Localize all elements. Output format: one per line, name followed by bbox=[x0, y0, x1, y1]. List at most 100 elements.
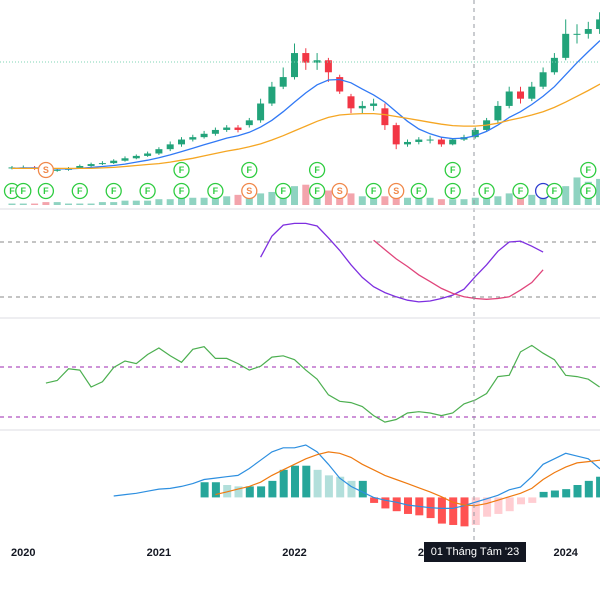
volume-bar bbox=[483, 197, 491, 205]
volume-bar bbox=[494, 196, 502, 205]
candle-body bbox=[132, 155, 140, 159]
volume-bar bbox=[245, 196, 253, 205]
candle-body bbox=[505, 91, 513, 106]
volume-bar bbox=[596, 178, 600, 205]
event-marker-f: F bbox=[241, 161, 258, 179]
candle-body bbox=[98, 163, 106, 165]
rsi-panel bbox=[0, 344, 600, 423]
marker-circle bbox=[37, 182, 55, 200]
marker-label: F bbox=[247, 165, 253, 175]
marker-label: F bbox=[586, 165, 592, 175]
candle-body bbox=[313, 60, 321, 63]
volume-bar bbox=[358, 196, 366, 205]
candle-body bbox=[53, 169, 61, 171]
candle-body bbox=[87, 164, 95, 166]
stoch-d-line bbox=[373, 239, 544, 300]
volume-bar bbox=[573, 177, 581, 205]
candle-body bbox=[404, 141, 411, 145]
marker-circle bbox=[275, 182, 292, 200]
event-marker-f: F bbox=[37, 182, 55, 200]
marker-circle bbox=[580, 161, 597, 179]
marker-circle bbox=[308, 182, 326, 200]
macd-histogram-bar bbox=[336, 476, 345, 498]
volume-bar bbox=[449, 199, 457, 205]
event-marker-f: F bbox=[139, 182, 156, 200]
macd-histogram-bar bbox=[437, 497, 446, 524]
event-marker-s: S bbox=[37, 161, 55, 179]
marker-label: F bbox=[43, 186, 49, 196]
candle-body bbox=[550, 57, 558, 73]
macd-histogram-bar bbox=[471, 497, 480, 525]
macd-histogram-bar bbox=[392, 497, 401, 512]
volume-bar bbox=[268, 191, 276, 205]
marker-circle bbox=[331, 182, 348, 200]
crosshair-date-label: 01 Tháng Tám '23 bbox=[424, 542, 526, 562]
marker-label: F bbox=[314, 186, 320, 196]
marker-circle bbox=[207, 182, 224, 200]
ma-fast-line bbox=[11, 40, 600, 170]
ma-slow-line bbox=[12, 83, 600, 170]
volume-bar bbox=[189, 197, 197, 205]
marker-label: F bbox=[371, 186, 377, 196]
marker-circle bbox=[546, 182, 563, 200]
volume-bars bbox=[8, 177, 600, 205]
macd-histogram-bar bbox=[234, 486, 243, 498]
macd-histogram-bar bbox=[245, 486, 254, 498]
volume-bar bbox=[31, 203, 39, 205]
volume-bar bbox=[404, 197, 411, 205]
event-marker-f: F bbox=[478, 182, 495, 200]
volume-bar bbox=[381, 196, 389, 205]
volume-bar bbox=[471, 197, 479, 205]
marker-label: F bbox=[484, 186, 490, 196]
candle-body bbox=[257, 103, 265, 121]
marker-label: F bbox=[179, 165, 185, 175]
volume-bar bbox=[19, 203, 27, 205]
candle-body bbox=[200, 133, 208, 138]
marker-circle bbox=[241, 182, 258, 200]
event-marker-f: F bbox=[275, 182, 292, 200]
candle-body bbox=[302, 53, 310, 63]
macd-histogram-bar bbox=[550, 490, 559, 498]
event-marker-f: F bbox=[207, 182, 224, 200]
volume-bar bbox=[144, 200, 152, 205]
candle-body bbox=[155, 149, 163, 154]
volume-bar bbox=[132, 200, 140, 205]
macd-histogram-bar bbox=[291, 465, 299, 498]
volume-bar bbox=[437, 199, 445, 205]
candle-body bbox=[245, 120, 253, 126]
event-markers: SFFFFFFFFFFFFFSFFSFSFFFFFFF bbox=[3, 161, 597, 200]
event-marker-f: F bbox=[308, 161, 326, 179]
volume-bar bbox=[291, 186, 298, 205]
volume-bar bbox=[257, 193, 265, 205]
candle-body bbox=[573, 33, 581, 35]
candle-body bbox=[76, 165, 84, 169]
marker-circle bbox=[410, 182, 427, 200]
candle-body bbox=[584, 29, 592, 34]
volume-bar bbox=[302, 184, 310, 205]
candle-body bbox=[110, 160, 118, 164]
volume-bar bbox=[415, 197, 423, 205]
volume-bar bbox=[65, 203, 72, 205]
marker-label: F bbox=[450, 186, 456, 196]
macd-histogram-bar bbox=[268, 480, 277, 498]
marker-circle bbox=[365, 182, 382, 200]
event-marker-f: F bbox=[444, 161, 461, 179]
marker-circle bbox=[105, 182, 122, 200]
stochastic-panel bbox=[0, 222, 600, 303]
marker-label: F bbox=[111, 186, 117, 196]
marker-label: F bbox=[77, 186, 83, 196]
candle-body bbox=[449, 139, 457, 145]
macd-histogram-bar bbox=[517, 497, 525, 505]
volume-bar bbox=[392, 194, 400, 205]
event-marker-f: F bbox=[410, 182, 427, 200]
marker-label: S bbox=[393, 186, 399, 196]
volume-bar bbox=[211, 197, 219, 205]
stoch-k-line bbox=[260, 222, 544, 303]
marker-circle bbox=[444, 161, 461, 179]
event-marker-f: F bbox=[105, 182, 122, 200]
volume-bar bbox=[505, 193, 513, 205]
candle-body bbox=[324, 60, 332, 73]
event-marker-f: F bbox=[308, 182, 326, 200]
volume-bar bbox=[528, 194, 536, 205]
